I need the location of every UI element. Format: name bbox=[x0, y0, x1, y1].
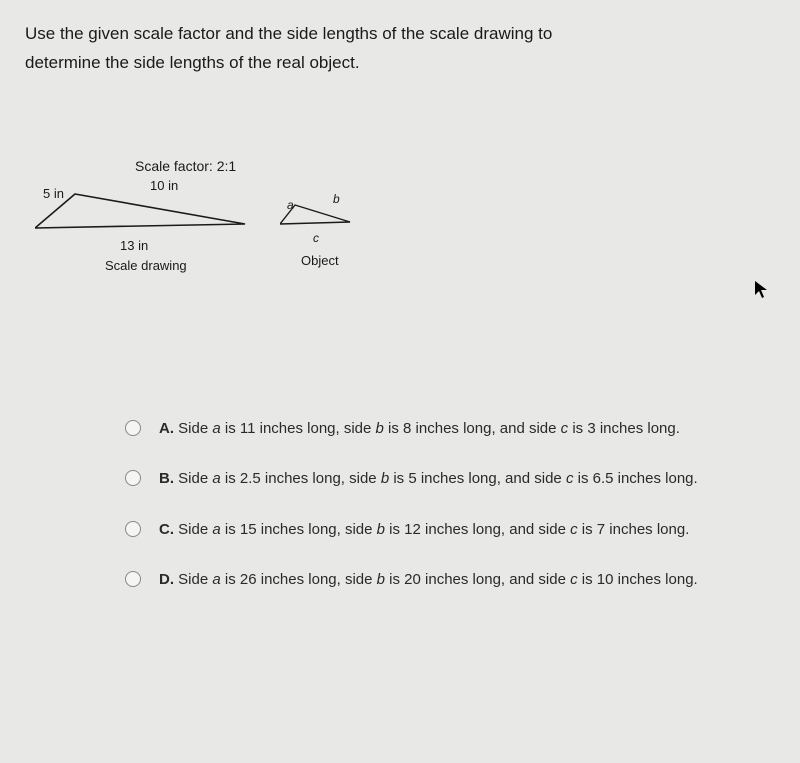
option-b-text: B. Side a is 2.5 inches long, side b is … bbox=[159, 468, 698, 491]
option-c-letter: C. bbox=[159, 521, 174, 538]
cursor-icon bbox=[754, 280, 770, 305]
option-b-letter: B. bbox=[159, 470, 174, 487]
question-line2: determine the side lengths of the real o… bbox=[25, 53, 360, 72]
option-a-radio[interactable] bbox=[125, 420, 141, 436]
triangle2-svg bbox=[280, 202, 355, 228]
option-c-row[interactable]: C. Side a is 15 inches long, side b is 1… bbox=[125, 519, 735, 542]
option-c-radio[interactable] bbox=[125, 521, 141, 537]
triangle2-side-c-label: c bbox=[313, 231, 319, 245]
option-a-row[interactable]: A. Side a is 11 inches long, side b is 8… bbox=[125, 418, 735, 441]
question-text: Use the given scale factor and the side … bbox=[25, 20, 775, 78]
question-line1: Use the given scale factor and the side … bbox=[25, 24, 552, 43]
triangle2-shape bbox=[280, 205, 350, 224]
triangle1-caption: Scale drawing bbox=[105, 258, 187, 273]
diagram-area: Scale factor: 2:1 5 in 10 in 13 in Scale… bbox=[25, 158, 775, 328]
option-a-letter: A. bbox=[159, 420, 174, 437]
option-d-radio[interactable] bbox=[125, 571, 141, 587]
triangle1-svg bbox=[35, 188, 250, 234]
option-d-text: D. Side a is 26 inches long, side b is 2… bbox=[159, 569, 698, 592]
option-d-letter: D. bbox=[159, 571, 174, 588]
triangle2-caption: Object bbox=[301, 253, 339, 268]
option-b-radio[interactable] bbox=[125, 470, 141, 486]
triangle1-shape bbox=[35, 194, 245, 228]
triangle1-side-bottom-label: 13 in bbox=[120, 238, 148, 253]
option-d-row[interactable]: D. Side a is 26 inches long, side b is 2… bbox=[125, 569, 735, 592]
option-b-row[interactable]: B. Side a is 2.5 inches long, side b is … bbox=[125, 468, 735, 491]
answer-options: A. Side a is 11 inches long, side b is 8… bbox=[25, 418, 775, 592]
option-c-text: C. Side a is 15 inches long, side b is 1… bbox=[159, 519, 689, 542]
option-a-text: A. Side a is 11 inches long, side b is 8… bbox=[159, 418, 680, 441]
scale-factor-label: Scale factor: 2:1 bbox=[135, 158, 236, 174]
